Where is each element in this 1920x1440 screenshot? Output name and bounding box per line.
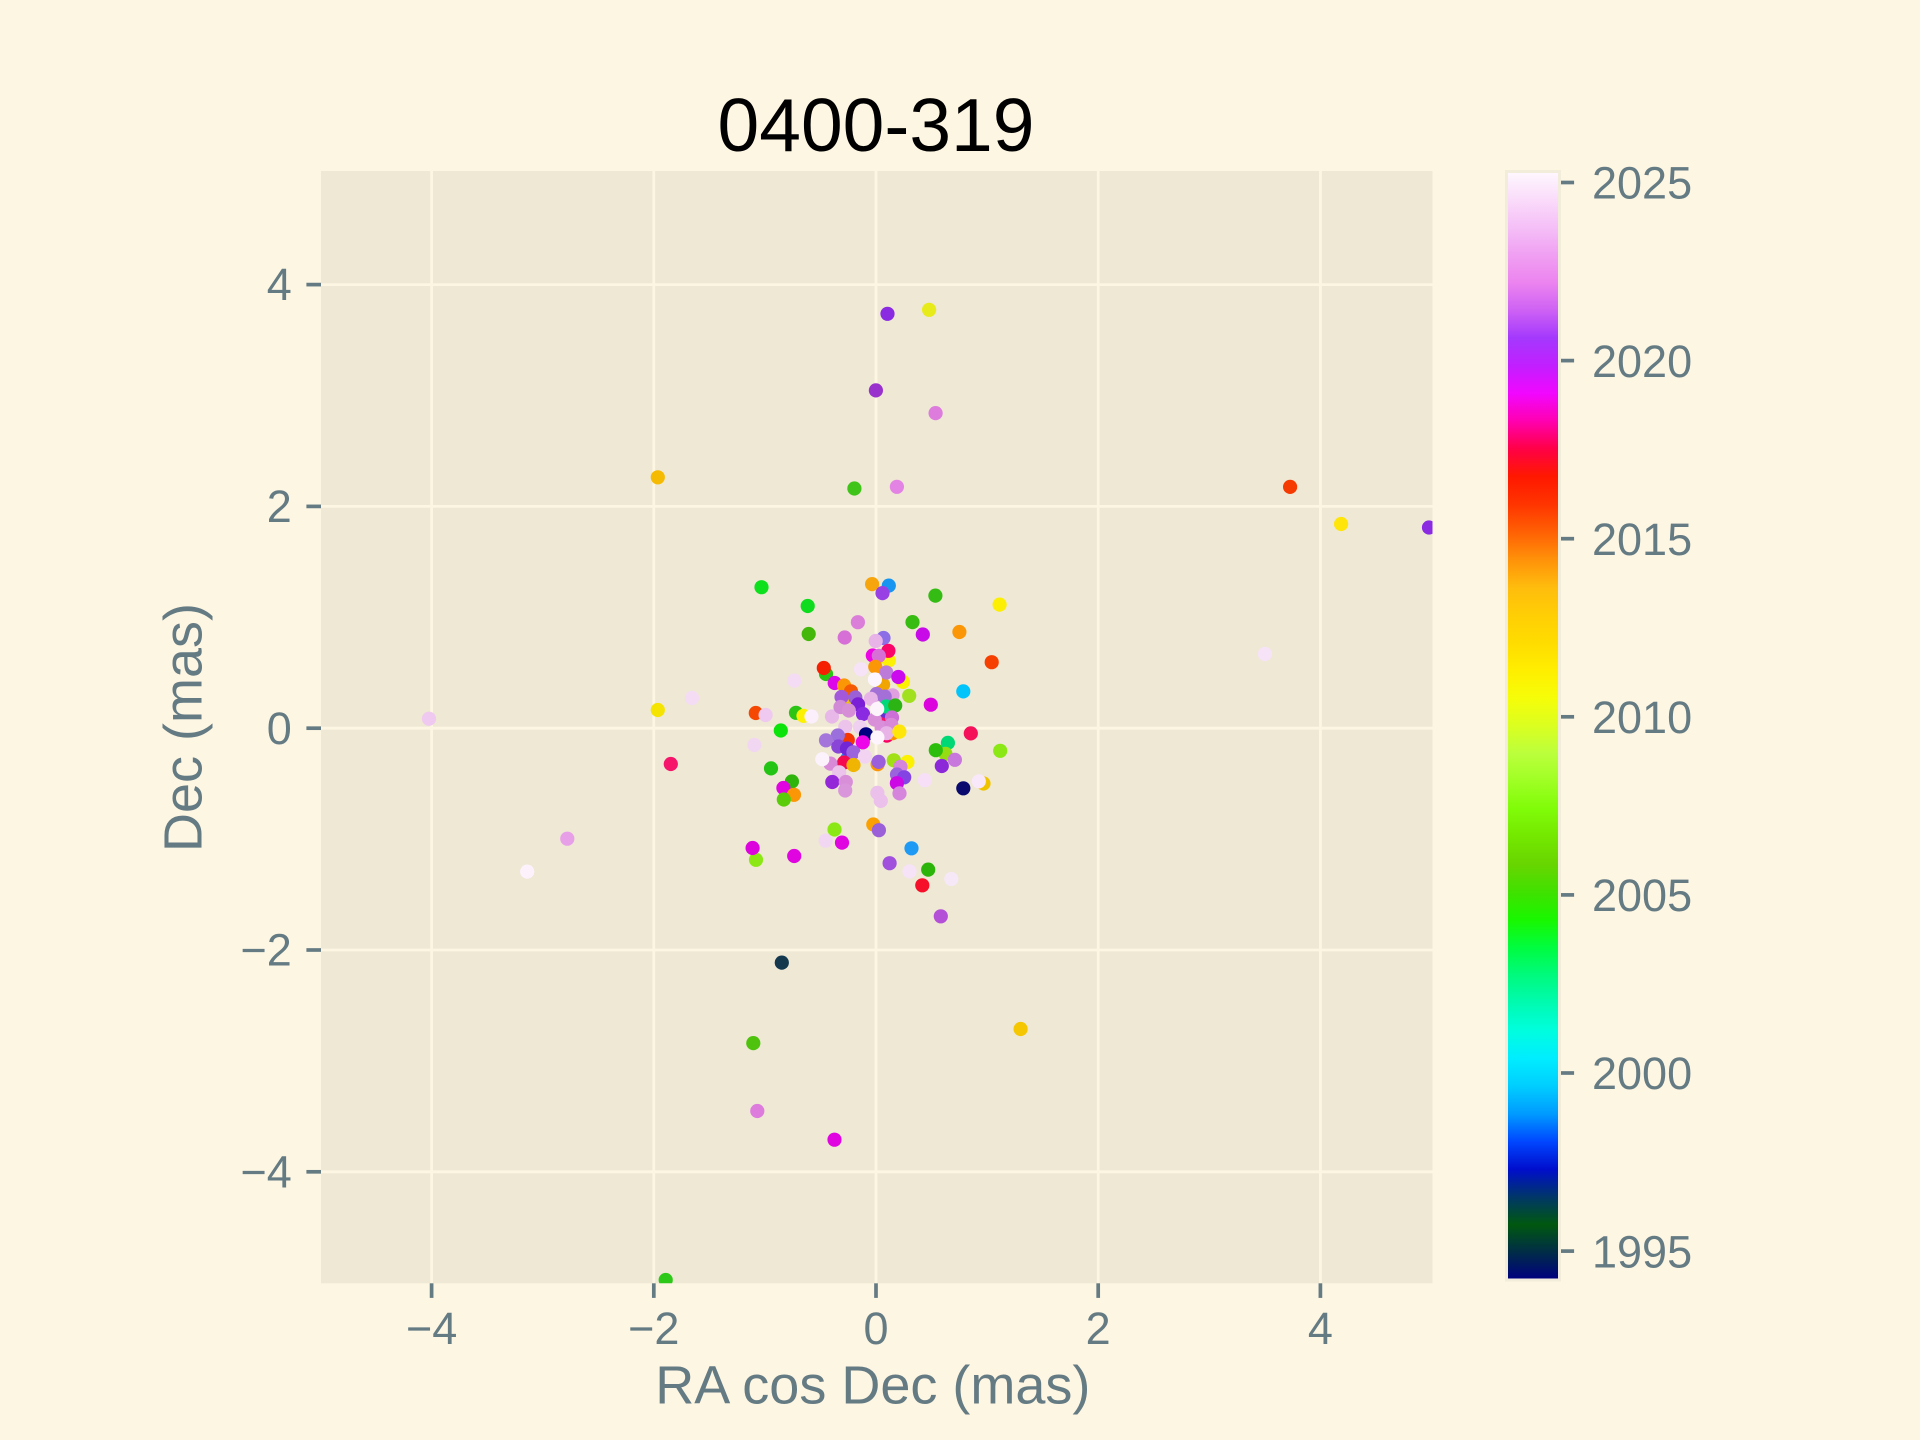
- svg-text:2005: 2005: [1592, 870, 1692, 921]
- svg-text:1995: 1995: [1592, 1226, 1692, 1277]
- svg-text:2025: 2025: [1592, 158, 1692, 209]
- svg-text:0: 0: [863, 1303, 888, 1354]
- svg-text:2000: 2000: [1592, 1048, 1692, 1099]
- svg-text:0400-319: 0400-319: [718, 83, 1035, 167]
- svg-text:4: 4: [267, 259, 292, 310]
- svg-text:4: 4: [1308, 1303, 1333, 1354]
- svg-text:−2: −2: [240, 925, 291, 976]
- svg-text:RA cos Dec (mas): RA cos Dec (mas): [655, 1356, 1090, 1416]
- svg-text:−2: −2: [628, 1303, 679, 1354]
- svg-text:2015: 2015: [1592, 514, 1692, 565]
- svg-text:2: 2: [1086, 1303, 1111, 1354]
- svg-text:2: 2: [267, 481, 292, 532]
- svg-text:−4: −4: [240, 1146, 291, 1197]
- svg-text:Dec (mas): Dec (mas): [154, 603, 214, 852]
- svg-text:0: 0: [267, 703, 292, 754]
- svg-text:2010: 2010: [1592, 692, 1692, 743]
- svg-text:2020: 2020: [1592, 336, 1692, 387]
- svg-text:−4: −4: [406, 1303, 457, 1354]
